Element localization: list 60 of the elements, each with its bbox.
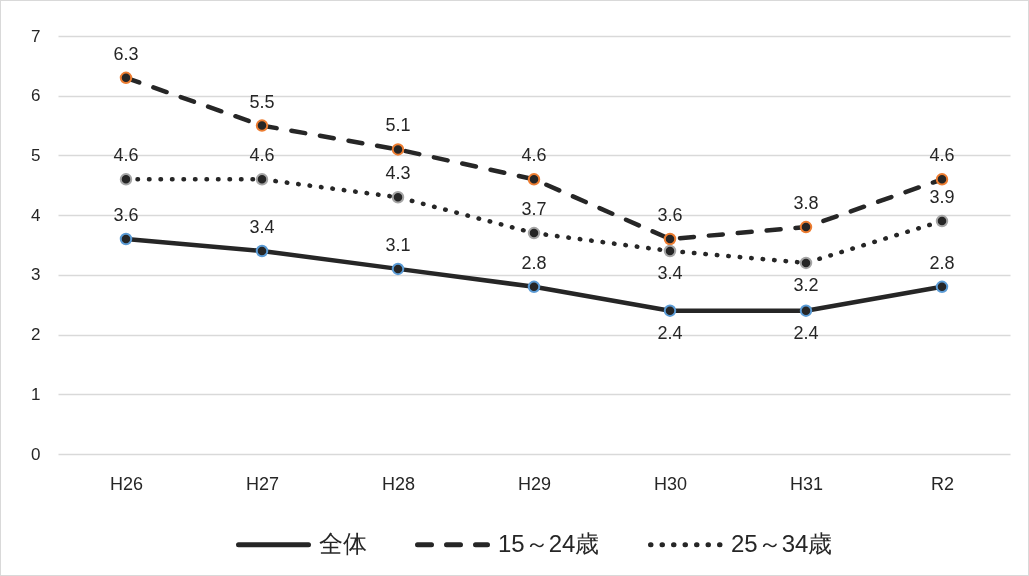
x-tick-label: R2	[930, 473, 955, 494]
data-label: 3.7	[521, 199, 547, 220]
x-tick-label: H30	[653, 473, 688, 494]
x-tick-label: H26	[109, 473, 144, 494]
data-label: 4.3	[385, 163, 411, 184]
y-tick-label: 1	[31, 384, 41, 404]
data-label: 5.1	[385, 115, 411, 136]
legend-label: 15～24歳	[498, 529, 600, 557]
x-tick-label: H29	[517, 473, 552, 494]
point	[799, 220, 813, 234]
point	[255, 244, 269, 258]
data-label: 5.5	[249, 91, 275, 112]
data-label: 2.8	[521, 252, 547, 273]
data-label: 4.6	[249, 145, 275, 166]
data-label: 3.6	[657, 205, 683, 226]
data-label: 3.6	[113, 205, 139, 226]
point	[935, 214, 949, 228]
y-tick-label: 7	[31, 26, 41, 46]
point	[935, 280, 949, 294]
data-label: 3.4	[657, 262, 683, 283]
point	[391, 143, 405, 156]
y-tick-label: 5	[31, 145, 41, 165]
legend-label: 25～34歳	[731, 529, 833, 557]
y-tick-label: 0	[31, 444, 41, 464]
x-tick-label: H27	[245, 473, 280, 494]
point	[119, 71, 133, 85]
data-label: 3.1	[385, 234, 411, 255]
data-label: 2.8	[929, 252, 955, 273]
point	[391, 262, 405, 276]
point	[255, 119, 269, 132]
data-label: 4.6	[113, 145, 139, 166]
data-label: 4.6	[929, 145, 955, 166]
data-label: 2.4	[793, 322, 819, 343]
point	[527, 173, 541, 186]
data-label: 3.2	[793, 274, 819, 295]
y-tick-label: 3	[31, 265, 41, 285]
point	[663, 232, 677, 246]
point	[799, 304, 813, 317]
y-tick-label: 2	[31, 325, 41, 345]
point	[119, 232, 133, 246]
data-label: 2.4	[657, 322, 683, 343]
data-label: 3.8	[793, 193, 819, 214]
x-tick-label: H28	[381, 473, 416, 494]
data-label: 4.6	[521, 145, 547, 166]
y-tick-label: 4	[31, 205, 41, 225]
legend-label: 全体	[319, 529, 367, 557]
point	[663, 244, 677, 258]
data-label: 3.4	[249, 216, 275, 237]
point	[527, 280, 541, 294]
point	[119, 173, 133, 186]
x-tick-label: H31	[789, 473, 824, 494]
y-tick-label: 6	[31, 86, 41, 106]
point	[935, 173, 949, 186]
point	[799, 256, 813, 270]
point	[663, 304, 677, 317]
point	[391, 190, 405, 204]
data-label: 6.3	[113, 43, 139, 64]
data-label: 3.9	[929, 187, 955, 208]
point	[527, 226, 541, 240]
point	[255, 173, 269, 186]
